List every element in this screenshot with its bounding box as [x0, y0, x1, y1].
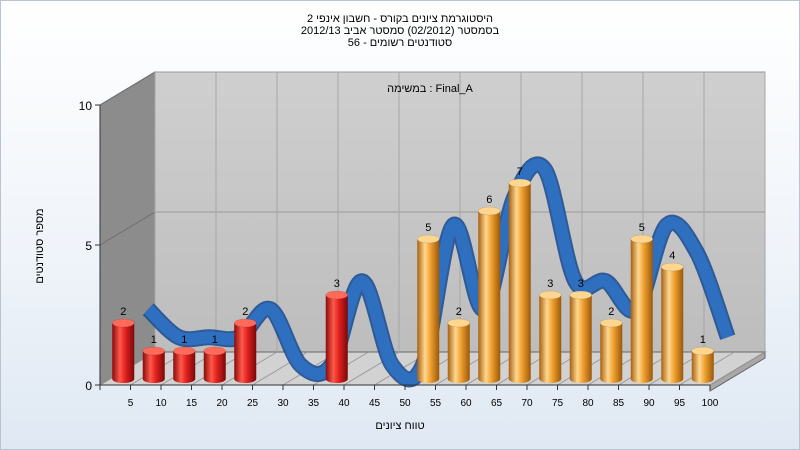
- x-tick-label: 10: [155, 398, 167, 409]
- bar: 1: [142, 334, 165, 383]
- bar-body: [142, 351, 165, 383]
- bar-top: [569, 290, 592, 300]
- x-axis-label: טווח ציונים: [375, 420, 425, 432]
- chart-annotation: במשימה : Final_A: [387, 83, 473, 95]
- bar-top: [691, 346, 714, 356]
- x-tick-label: 85: [613, 398, 625, 409]
- bar: 3: [325, 278, 348, 383]
- bar-data-label: 3: [547, 278, 553, 290]
- bar-body: [234, 323, 257, 383]
- bar: 2: [112, 306, 135, 383]
- y-axis-label: מספר סטודנטים: [34, 208, 46, 284]
- bar: 1: [203, 334, 226, 383]
- bar: 1: [173, 334, 196, 383]
- bar-data-label: 2: [608, 306, 614, 318]
- bar: 5: [630, 222, 653, 383]
- y-tick-label: 10: [79, 99, 93, 113]
- bar-data-label: 3: [334, 278, 340, 290]
- bar: 3: [569, 278, 592, 383]
- chart-title-line-2: בסמסטר (02/2012) סמסטר אביב 2012/13: [300, 25, 500, 37]
- bar-top: [661, 262, 684, 272]
- bar: 6: [478, 194, 501, 383]
- bar-body: [661, 267, 684, 383]
- x-tick-label: 45: [369, 398, 381, 409]
- bar-data-label: 2: [120, 306, 126, 318]
- x-tick-label: 55: [430, 398, 442, 409]
- bar-data-label: 5: [425, 222, 431, 234]
- bar-data-label: 4: [669, 250, 675, 262]
- bar-data-label: 7: [517, 166, 523, 178]
- x-tick-label: 50: [399, 398, 411, 409]
- y-tick-label: 0: [85, 379, 92, 393]
- bar-top: [600, 318, 623, 328]
- bar-data-label: 1: [151, 334, 157, 346]
- bar-data-label: 1: [700, 334, 706, 346]
- bar-data-label: 2: [456, 306, 462, 318]
- bar-body: [630, 239, 653, 383]
- x-tick-label: 15: [186, 398, 198, 409]
- bar-body: [569, 295, 592, 383]
- x-tick-label: 65: [491, 398, 503, 409]
- x-tick-label: 40: [338, 398, 350, 409]
- x-tick-label: 35: [308, 398, 320, 409]
- bars: 2 1 1 1 2 3 5 2 6 7 3 3 2 5 4 1: [112, 166, 714, 383]
- x-tick-label: 5: [128, 398, 134, 409]
- bar-data-label: 1: [181, 334, 187, 346]
- bar-top: [112, 318, 135, 328]
- gridline-left: [99, 71, 156, 106]
- gridline-floor: [709, 351, 766, 386]
- bar: 2: [447, 306, 470, 383]
- bar-top: [447, 318, 470, 328]
- bar-body: [447, 323, 470, 383]
- bar-body: [203, 351, 226, 383]
- bar-data-label: 5: [639, 222, 645, 234]
- bar-top: [478, 206, 501, 216]
- bar-top: [142, 346, 165, 356]
- chart-title-line-3: סטודנטים רשומים - 56: [347, 37, 453, 49]
- bar-data-label: 2: [242, 306, 248, 318]
- bar-body: [173, 351, 196, 383]
- bar-data-label: 6: [486, 194, 492, 206]
- bar-body: [112, 323, 135, 383]
- bar-body: [691, 351, 714, 383]
- bar-body: [325, 295, 348, 383]
- bar-body: [539, 295, 562, 383]
- bar: 2: [234, 306, 257, 383]
- bar-top: [325, 290, 348, 300]
- x-tick-label: 70: [521, 398, 533, 409]
- bar-data-label: 3: [578, 278, 584, 290]
- x-tick-label: 100: [702, 398, 719, 409]
- bar-top: [234, 318, 257, 328]
- bar: 2: [600, 306, 623, 383]
- bar-body: [600, 323, 623, 383]
- bar: 7: [508, 166, 531, 383]
- bar-top: [630, 234, 653, 244]
- x-tick-label: 75: [552, 398, 564, 409]
- bar-top: [508, 178, 531, 188]
- bar-top: [173, 346, 196, 356]
- chart-title-line-1: היסטוגרמת ציונים בקורס - חשבון אינפי 2: [306, 13, 494, 25]
- x-tick-label: 80: [582, 398, 594, 409]
- x-tick-label: 60: [460, 398, 472, 409]
- bar-top: [203, 346, 226, 356]
- x-tick-label: 95: [674, 398, 686, 409]
- bar-top: [417, 234, 440, 244]
- bar-data-label: 1: [212, 334, 218, 346]
- x-tick-label: 20: [216, 398, 228, 409]
- bar: 5: [417, 222, 440, 383]
- gridline-left: [99, 211, 156, 246]
- bar-top: [539, 290, 562, 300]
- bar-body: [508, 183, 531, 383]
- x-tick-label: 90: [643, 398, 655, 409]
- x-tick-label: 25: [247, 398, 259, 409]
- bar: 1: [691, 334, 714, 383]
- bar: 3: [539, 278, 562, 383]
- x-tick-label: 30: [277, 398, 289, 409]
- bar-body: [417, 239, 440, 383]
- y-tick-label: 5: [85, 239, 92, 253]
- bar: 4: [661, 250, 684, 383]
- bar-body: [478, 211, 501, 383]
